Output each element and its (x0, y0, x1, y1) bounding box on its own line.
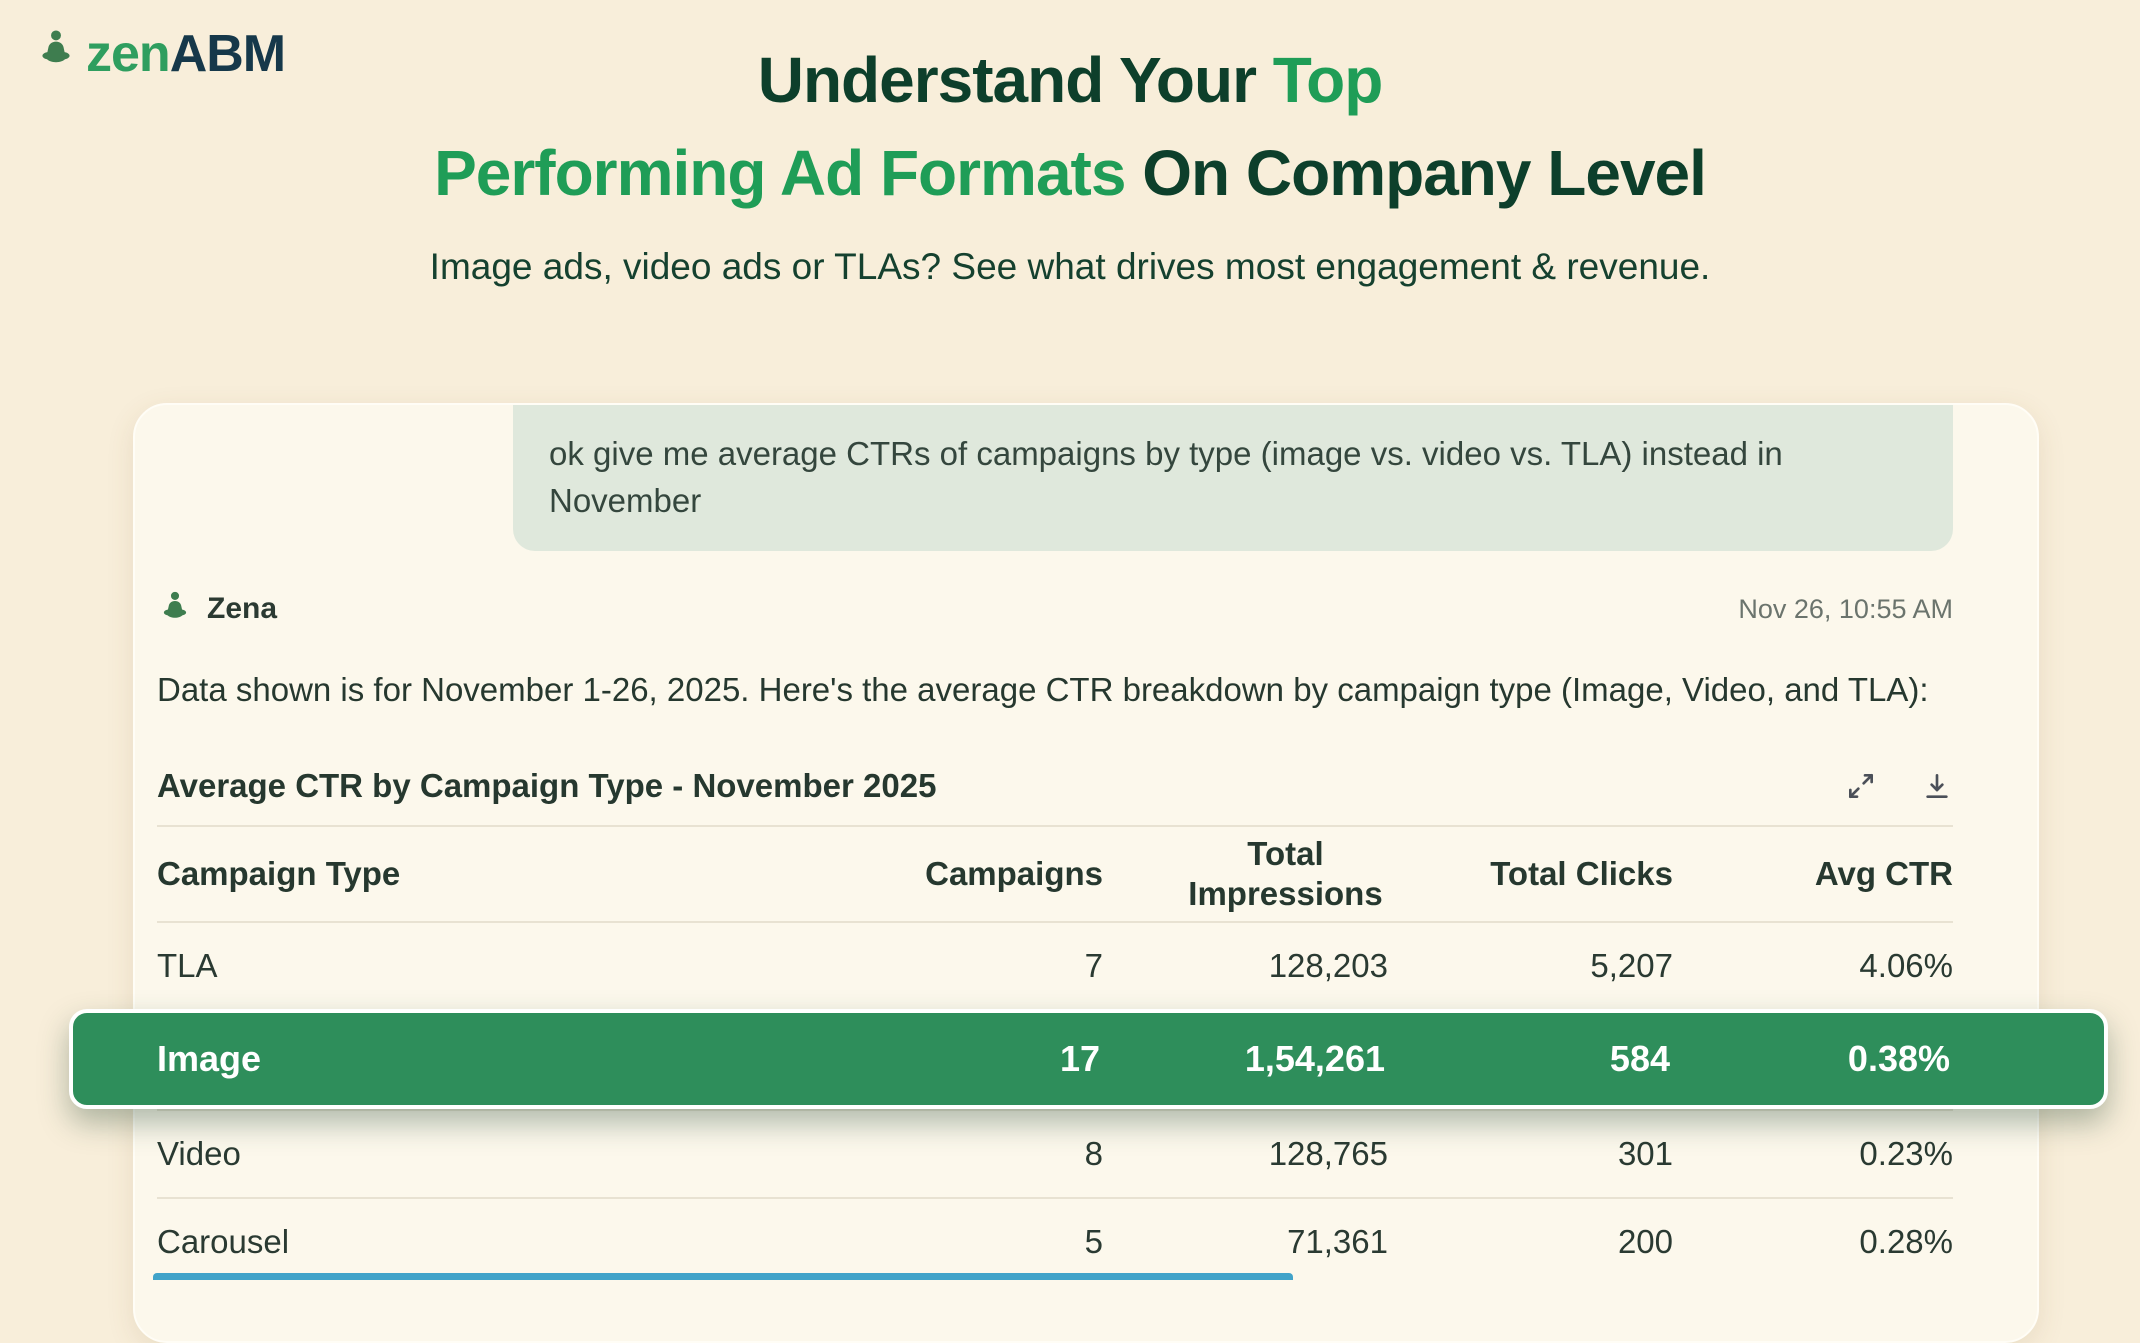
page-title: Understand Your Top Performing Ad Format… (0, 34, 2140, 220)
row-ctr: 0.28% (1859, 1222, 1953, 1260)
table-row-image-highlighted: Image 17 1,54,261 584 0.38% (69, 1008, 2108, 1109)
agent-header: Zena Nov 26, 10:55 AM (157, 589, 1953, 630)
row-impressions: 128,765 (1268, 1134, 1388, 1172)
col-total-impressions: Total Impressions (1188, 835, 1383, 912)
row-type: Carousel (157, 1222, 290, 1260)
hero-section: Understand Your Top Performing Ad Format… (0, 0, 2140, 288)
col-avg-ctr: Avg CTR (1814, 854, 1953, 892)
zenabm-logo: zenABM (34, 24, 286, 84)
row-clicks: 584 (1609, 1037, 1670, 1079)
row-type: Image (157, 1037, 262, 1079)
title-line2-dark: On Company Level (1142, 136, 1707, 209)
table-row-carousel: Carousel 5 71,361 200 0.28% (157, 1196, 1953, 1285)
table-row-tla: TLA 7 128,203 5,207 4.06% (157, 920, 1953, 1009)
row-type: TLA (157, 946, 218, 984)
row-ctr: 0.23% (1859, 1134, 1953, 1172)
title-line2-accent: Performing Ad Formats (434, 136, 1143, 209)
chat-card: ok give me average CTRs of campaigns by … (69, 403, 2108, 1343)
agent-avatar-icon (157, 589, 193, 630)
row-type: Video (157, 1134, 241, 1172)
row-impressions: 1,54,261 (1244, 1037, 1385, 1079)
row-clicks: 301 (1617, 1134, 1673, 1172)
row-impressions: 71,361 (1287, 1222, 1388, 1260)
agent-response-text: Data shown is for November 1-26, 2025. H… (157, 670, 1929, 708)
row-campaigns: 8 (1084, 1134, 1103, 1172)
message-timestamp: Nov 26, 10:55 AM (1738, 593, 1953, 624)
expand-icon[interactable] (1845, 770, 1877, 802)
row-campaigns: 7 (1084, 946, 1103, 984)
table-row-video: Video 8 128,765 301 0.23% (157, 1108, 1953, 1197)
agent-name: Zena (207, 592, 278, 626)
col-campaign-type: Campaign Type (157, 854, 401, 892)
ctr-table: Campaign Type Campaigns Total Impression… (69, 824, 2108, 1285)
table-header-bar: Average CTR by Campaign Type - November … (157, 767, 1953, 805)
col-campaigns: Campaigns (925, 854, 1103, 892)
user-message-bubble: ok give me average CTRs of campaigns by … (513, 405, 1953, 551)
brand-zen: zen (86, 25, 171, 83)
row-campaigns: 17 (1059, 1037, 1100, 1079)
row-clicks: 5,207 (1590, 946, 1673, 984)
row-campaigns: 5 (1084, 1222, 1103, 1260)
row-ctr: 4.06% (1859, 946, 1953, 984)
lotus-meditation-icon (34, 24, 78, 84)
table-title: Average CTR by Campaign Type - November … (157, 766, 937, 804)
title-line1-dark: Understand Your (757, 44, 1273, 116)
brand-abm: ABM (169, 25, 286, 83)
row-impressions: 128,203 (1268, 946, 1388, 984)
row-ctr: 0.38% (1847, 1037, 1950, 1079)
download-icon[interactable] (1921, 770, 1953, 802)
table-header-row: Campaign Type Campaigns Total Impression… (157, 824, 1953, 921)
title-line1-accent: Top (1272, 44, 1384, 116)
cropped-bottom-element-bar (153, 1273, 1293, 1280)
page-subtitle: Image ads, video ads or TLAs? See what d… (429, 245, 1711, 287)
row-clicks: 200 (1617, 1222, 1673, 1260)
col-total-clicks: Total Clicks (1490, 854, 1673, 892)
